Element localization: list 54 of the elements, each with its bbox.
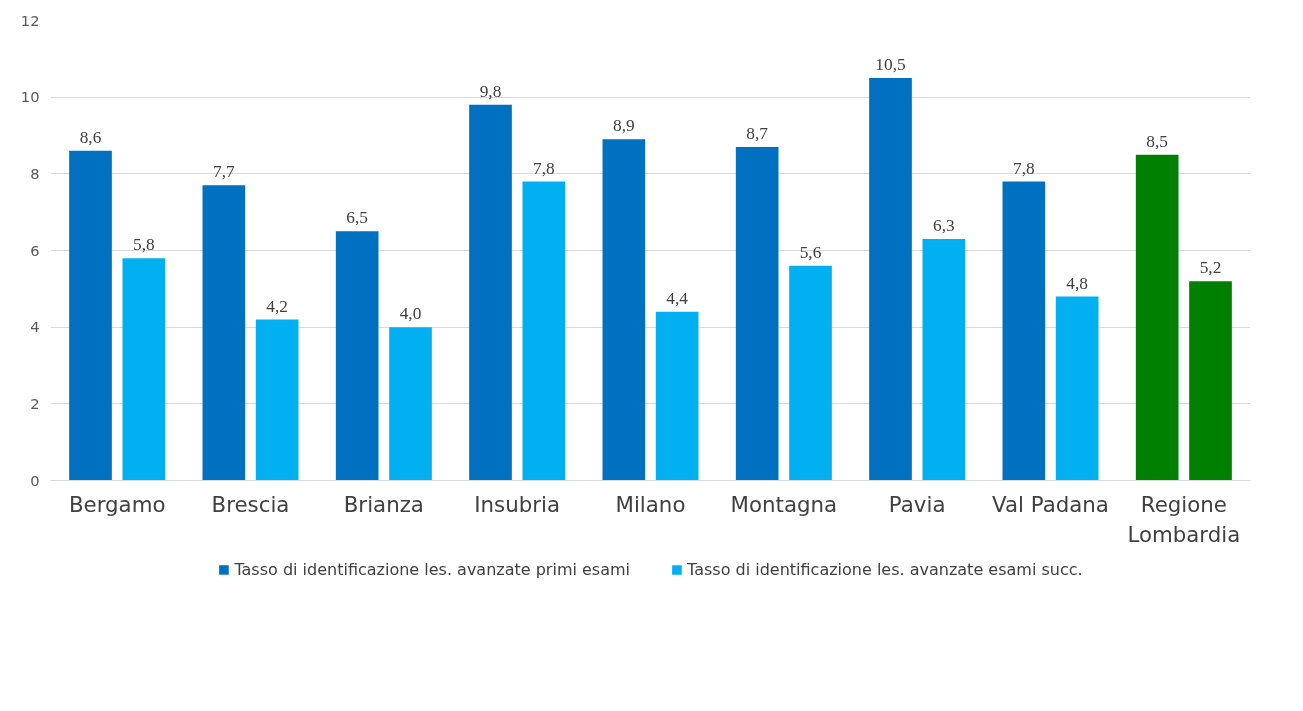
data-label: 6,5 xyxy=(346,208,369,228)
data-label: 8,6 xyxy=(79,127,102,147)
bar xyxy=(1189,281,1232,481)
bar xyxy=(869,78,912,481)
bar xyxy=(522,181,566,481)
bar xyxy=(602,139,646,481)
bar xyxy=(1135,154,1179,481)
data-label: 4,2 xyxy=(266,296,289,316)
y-tick-label: 8 xyxy=(30,164,40,182)
data-label: 9,8 xyxy=(479,81,502,101)
bar xyxy=(655,311,699,481)
bar xyxy=(922,239,966,481)
data-label: 7,8 xyxy=(1013,158,1035,178)
data-label: 6,3 xyxy=(933,216,955,235)
data-label: 7,8 xyxy=(533,158,555,178)
x-tick-label: Montagna xyxy=(730,491,838,517)
data-label: 8,9 xyxy=(613,116,635,136)
legend-label: Tasso di identificazione les. avanzate primi esami xyxy=(234,559,631,579)
y-tick-label: 12 xyxy=(20,11,40,29)
data-label: 4,8 xyxy=(1066,273,1089,293)
data-label: 7,7 xyxy=(213,162,235,182)
y-tick-label: 2 xyxy=(30,394,40,412)
bar xyxy=(1055,296,1099,481)
data-label: 5,2 xyxy=(1199,258,1222,278)
y-tick-label: 0 xyxy=(30,471,40,489)
data-label: 8,5 xyxy=(1146,131,1169,151)
x-tick-label: Milano xyxy=(615,491,686,517)
bar xyxy=(202,185,246,481)
y-tick-label: 6 xyxy=(30,241,40,259)
x-tick-label: Pavia xyxy=(888,491,946,517)
y-tick-label: 4 xyxy=(30,318,40,336)
bar xyxy=(469,104,512,481)
legend-label: Tasso di identificazione les. avanzate esami succ. xyxy=(687,559,1083,579)
data-label: 4,4 xyxy=(666,288,689,308)
x-tick-label: Insubria xyxy=(474,491,561,517)
data-label: 5,6 xyxy=(799,242,822,262)
bar xyxy=(255,319,299,481)
bar xyxy=(789,265,832,481)
x-tick-label: Brescia xyxy=(211,491,290,517)
data-label: 8,7 xyxy=(746,124,769,143)
bar xyxy=(335,231,379,481)
bar xyxy=(122,258,166,481)
y-tick-label: 10 xyxy=(20,88,40,106)
x-tick-label: Brianza xyxy=(343,491,424,517)
x-tick-label: Val Padana xyxy=(992,491,1109,517)
x-tick-label: Bergamo xyxy=(68,491,166,517)
data-label: 4,0 xyxy=(399,304,422,324)
bar xyxy=(1002,181,1046,481)
x-tick-label: Regione Lombardia xyxy=(1127,491,1241,547)
bar xyxy=(735,147,779,481)
bar xyxy=(69,150,112,481)
data-label: 10,5 xyxy=(875,55,906,74)
data-label: 5,8 xyxy=(133,235,155,255)
bar xyxy=(389,327,432,481)
